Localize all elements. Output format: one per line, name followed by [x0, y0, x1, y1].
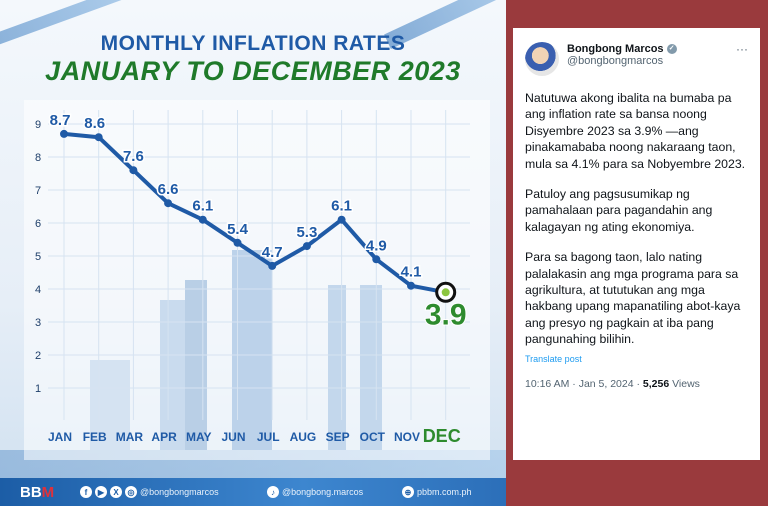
bbm-logo: BBM: [20, 483, 55, 501]
social-handle[interactable]: @bongbongmarcos: [140, 487, 219, 497]
author-name[interactable]: Bongbong Marcos: [567, 43, 664, 55]
facebook-icon[interactable]: f: [80, 486, 92, 498]
data-point: [372, 255, 381, 264]
chart-title-line1: MONTHLY INFLATION RATES: [100, 32, 406, 55]
chart-title-line2: JANUARY TO DECEMBER 2023: [45, 56, 461, 86]
globe-icon[interactable]: ⊕: [402, 486, 414, 498]
x-tick-label: OCT: [360, 430, 386, 444]
data-label: 4.7: [262, 244, 283, 261]
inflation-line-chart: 1 2 3 4 5 6 7 8 9 8.7 8.6 7.6 6.6 6.1 5.4 4.7 5.3 6.1 4.9…: [24, 100, 490, 460]
y-tick-label: 7: [35, 185, 41, 197]
data-point: [198, 215, 207, 224]
tiktok-handle[interactable]: @bongbong.marcos: [282, 487, 364, 497]
data-label: 4.1: [401, 264, 422, 281]
data-label: 6.6: [158, 181, 179, 198]
data-point: [94, 133, 103, 142]
tiktok-icon[interactable]: ♪: [267, 486, 279, 498]
post-paragraph: Para sa bagong taon, lalo nating palalak…: [525, 250, 741, 347]
data-point: [164, 199, 173, 208]
data-label: 6.1: [192, 198, 213, 215]
post-paragraph: Natutuwa akong ibalita na bumaba pa ang …: [525, 91, 746, 171]
building: [232, 250, 272, 450]
x-tick-label: FEB: [83, 430, 107, 444]
data-point: [268, 261, 277, 270]
views-label: Views: [669, 377, 700, 390]
author-handle[interactable]: @bongbongmarcos: [567, 55, 664, 67]
y-tick-label: 5: [35, 251, 41, 263]
x-tick-label: JUL: [257, 430, 280, 444]
data-label: 3.9: [425, 298, 467, 331]
more-options-icon[interactable]: ···: [736, 42, 748, 56]
y-tick-label: 6: [35, 218, 41, 230]
data-label: 6.1: [331, 198, 352, 215]
building: [185, 280, 207, 450]
data-label: 8.7: [50, 112, 71, 129]
data-label: 7.6: [123, 148, 144, 165]
inflation-infographic: MONTHLY INFLATION RATES JANUARY TO DECEM…: [0, 0, 506, 506]
y-tick-label: 4: [35, 284, 41, 296]
post-meta: 10:16 AM · Jan 5, 2024 · 5,256 Views: [525, 378, 748, 390]
y-tick-label: 9: [35, 119, 41, 131]
website-link[interactable]: pbbm.com.ph: [417, 487, 472, 497]
data-point: [407, 281, 415, 290]
data-point: [337, 215, 346, 224]
data-point: [60, 129, 68, 138]
x-tick-label: JUN: [221, 430, 245, 444]
footer-bar: BBM f ▶ X ◎ @bongbongmarcos ♪ @bongbong.…: [0, 478, 506, 506]
x-tick-label: SEP: [326, 430, 350, 444]
data-label: 5.4: [227, 221, 249, 238]
data-point: [302, 242, 311, 251]
data-label: 8.6: [84, 115, 105, 132]
y-tick-label: 1: [35, 383, 41, 395]
translate-post-link[interactable]: Translate post: [525, 353, 582, 364]
verified-badge-icon: ✓: [666, 44, 677, 55]
post-timestamp[interactable]: 10:16 AM · Jan 5, 2024 ·: [525, 377, 643, 390]
x-tick-label: NOV: [394, 430, 420, 444]
x-tick-label: AUG: [290, 430, 317, 444]
tweet-card: Bongbong Marcos ✓ @bongbongmarcos ··· Na…: [513, 28, 760, 460]
y-tick-label: 8: [35, 152, 41, 164]
city-skyline: [90, 250, 382, 450]
x-tick-label: JAN: [48, 430, 72, 444]
x-icon[interactable]: X: [110, 486, 122, 498]
views-count: 5,256: [642, 377, 670, 390]
data-point: [233, 238, 242, 247]
y-tick-label: 2: [35, 350, 41, 362]
x-tick-label: MAR: [116, 430, 144, 444]
instagram-icon[interactable]: ◎: [125, 486, 137, 498]
youtube-icon[interactable]: ▶: [95, 486, 107, 498]
building: [328, 285, 346, 450]
building: [360, 285, 382, 450]
post-paragraph: Patuloy ang pagsusumikap ng pamahalaan p…: [525, 187, 713, 234]
x-tick-label: APR: [151, 430, 177, 444]
data-point: [129, 166, 138, 175]
series-line: [63, 131, 447, 295]
x-tick-label: DEC: [423, 426, 461, 446]
data-label: 5.3: [296, 224, 317, 241]
building: [90, 360, 130, 450]
data-point-center: [441, 288, 450, 297]
data-label: 4.9: [366, 237, 387, 254]
avatar[interactable]: [525, 42, 559, 76]
x-tick-label: MAY: [186, 430, 212, 444]
y-tick-label: 3: [35, 317, 41, 329]
